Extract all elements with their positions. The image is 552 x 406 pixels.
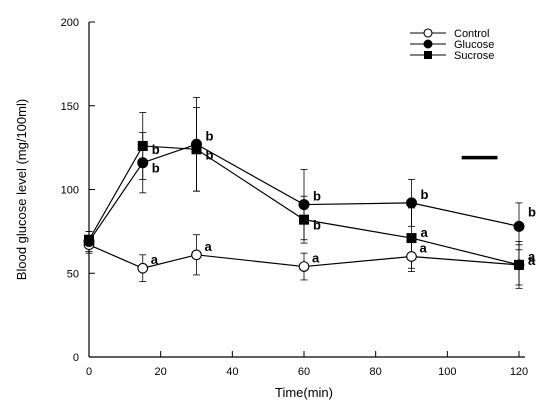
control-significance-label: a bbox=[528, 249, 536, 264]
x-tick-label: 60 bbox=[298, 366, 310, 378]
control-series-line bbox=[88, 244, 520, 269]
control-significance-label: a bbox=[420, 241, 428, 256]
control-significance-label: a bbox=[151, 252, 159, 267]
sucrose-significance-label: b bbox=[206, 147, 214, 162]
sucrose-significance-label: a bbox=[421, 225, 429, 240]
legend-glucose-label: Glucose bbox=[454, 39, 494, 51]
glucose-significance-label: b bbox=[421, 187, 429, 202]
legend-sucrose-marker bbox=[424, 51, 432, 59]
glucose-point bbox=[406, 197, 417, 209]
control-point bbox=[191, 249, 202, 261]
legend-control-marker bbox=[423, 28, 433, 38]
sucrose-point bbox=[84, 234, 94, 245]
x-tick-label: 100 bbox=[438, 366, 456, 378]
x-tick-label: 40 bbox=[226, 366, 238, 378]
x-tick-label: 20 bbox=[155, 366, 167, 378]
sucrose-point bbox=[406, 233, 417, 244]
glucose-significance-label: b bbox=[528, 204, 536, 219]
y-tick-label: 200 bbox=[61, 17, 79, 29]
control-point bbox=[137, 262, 149, 274]
y-tick-label: 100 bbox=[61, 185, 79, 197]
y-tick-label: 0 bbox=[73, 352, 79, 364]
legend-glucose-marker bbox=[423, 39, 433, 49]
sucrose-point bbox=[137, 140, 148, 151]
glucose-point bbox=[298, 199, 310, 211]
series-lines bbox=[88, 143, 520, 269]
sucrose-point bbox=[191, 144, 202, 155]
sucrose-significance-label: b bbox=[152, 142, 160, 157]
glucose-significance-label: b bbox=[152, 161, 160, 176]
control-significance-label: a bbox=[312, 251, 320, 266]
sucrose-point bbox=[514, 259, 524, 270]
glucose-significance-label: b bbox=[313, 189, 321, 204]
x-tick-label: 120 bbox=[510, 366, 528, 378]
axes: 0 20 40 60 80 100 120 0 50 100 150 200 bbox=[61, 17, 529, 378]
y-tick-label: 150 bbox=[61, 101, 79, 113]
control-significance-label: a bbox=[205, 239, 213, 254]
series-markers bbox=[83, 138, 525, 274]
x-tick-label: 0 bbox=[86, 366, 92, 378]
sucrose-significance-label: a bbox=[528, 253, 536, 268]
legend-sucrose-label: Sucrose bbox=[454, 50, 494, 62]
y-axis-title: Blood glucose level (mg/100ml) bbox=[14, 99, 29, 280]
sucrose-point bbox=[299, 214, 309, 225]
sucrose-series-line bbox=[88, 145, 520, 266]
y-tick-label: 50 bbox=[67, 268, 79, 280]
x-tick-label: 80 bbox=[370, 366, 382, 378]
x-axis-title: Time(min) bbox=[275, 385, 333, 400]
legend-control-label: Control bbox=[454, 28, 489, 40]
glucose-significance-label: b bbox=[206, 128, 214, 143]
glucose-point bbox=[137, 157, 149, 169]
glucose-point bbox=[513, 220, 525, 232]
sucrose-significance-label: b bbox=[313, 218, 321, 233]
control-point bbox=[298, 261, 310, 272]
control-point bbox=[406, 251, 417, 262]
glucose-series-line bbox=[88, 143, 520, 242]
